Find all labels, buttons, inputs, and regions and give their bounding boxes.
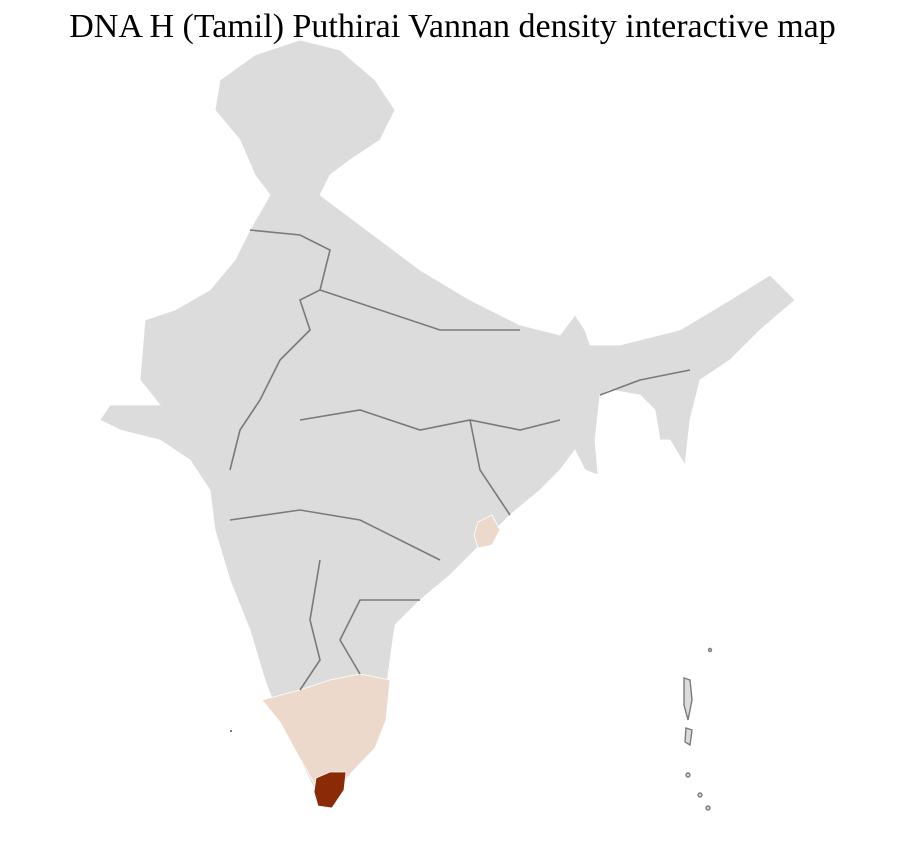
- map-title: DNA H (Tamil) Puthirai Vannan density in…: [69, 8, 836, 45]
- lakshadweep-islands: [230, 730, 232, 732]
- state-borders: [229, 229, 691, 691]
- region-south-low-density[interactable]: [261, 673, 391, 796]
- andaman-nicobar-islands[interactable]: [683, 647, 713, 811]
- region-south-high-density[interactable]: [313, 771, 347, 809]
- region-east-low-density[interactable]: [473, 514, 501, 549]
